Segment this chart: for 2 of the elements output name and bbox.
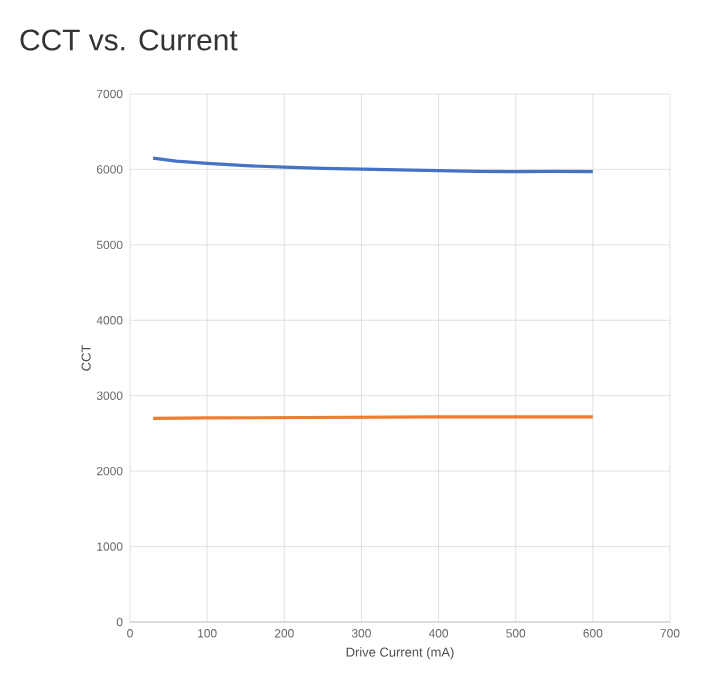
- chart-title: CCT vs. Current: [20, 29, 238, 51]
- line-series: [151, 156, 595, 174]
